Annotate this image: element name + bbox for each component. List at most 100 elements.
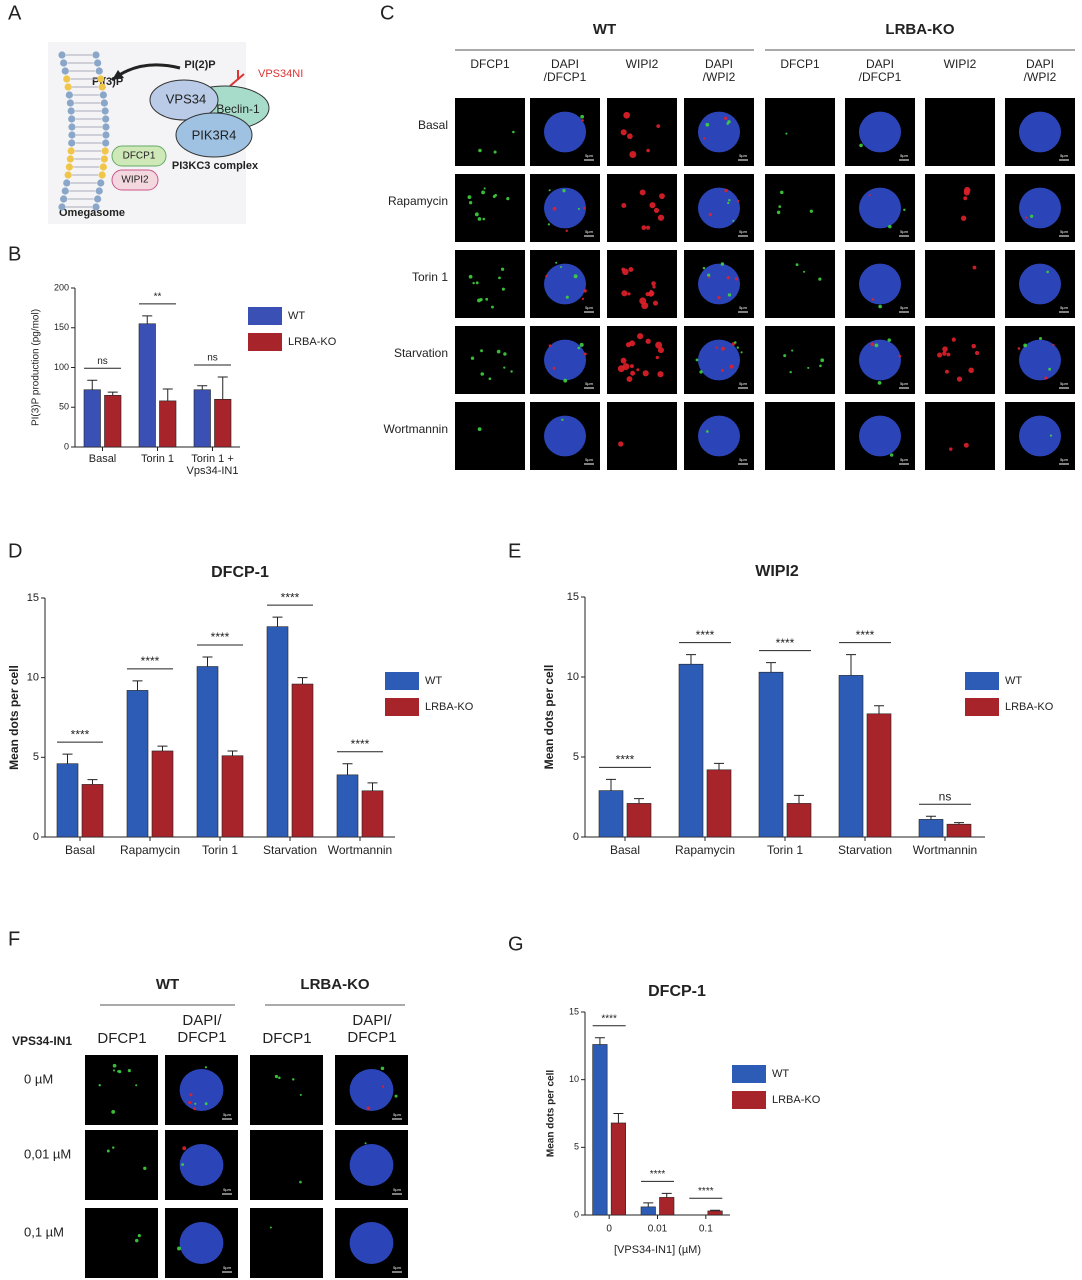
puncta <box>493 150 497 154</box>
puncta <box>474 212 479 217</box>
scale-bar-label: 5µm <box>739 153 748 158</box>
column-header: DAPI /DFCP1 <box>858 58 902 85</box>
puncta <box>380 1066 385 1071</box>
error-bar <box>846 654 856 676</box>
micrograph <box>85 1055 158 1125</box>
nucleus <box>349 1069 394 1111</box>
row-label: Torin 1 <box>412 270 448 284</box>
puncta <box>727 293 732 297</box>
puncta <box>547 223 550 226</box>
nucleus <box>1019 415 1061 457</box>
puncta <box>972 265 977 270</box>
puncta <box>366 1106 371 1111</box>
x-tick-label: 0.01 <box>648 1224 668 1235</box>
diagram-label-box: PI3KC3 complex <box>172 160 258 172</box>
puncta <box>552 366 556 370</box>
puncta <box>496 349 501 354</box>
micrograph <box>765 174 835 242</box>
bar <box>946 823 972 838</box>
significance-label: ns <box>939 789 952 803</box>
lipid <box>100 155 108 163</box>
puncta <box>475 281 479 285</box>
puncta <box>182 1146 187 1151</box>
puncta <box>946 352 951 357</box>
puncta <box>394 1094 398 1098</box>
significance-label: **** <box>71 727 90 741</box>
column-header: DAPI /WPI2 <box>702 58 736 85</box>
nucleus <box>859 263 901 305</box>
puncta <box>705 122 710 127</box>
puncta <box>641 225 647 231</box>
chart-title: DFCP-1 <box>648 983 706 1000</box>
legend-label: LRBA-KO <box>425 701 474 713</box>
error-bar <box>594 1037 605 1045</box>
y-tick-label: 15 <box>27 592 39 604</box>
puncta <box>706 430 709 433</box>
micrograph <box>250 1055 323 1125</box>
legend-swatch <box>965 672 999 690</box>
diagram-label: PIK3R4 <box>192 127 237 142</box>
micrograph <box>765 250 835 318</box>
y-tick-label: 150 <box>54 322 69 332</box>
puncta <box>622 363 630 371</box>
column-header-box: DFCP1 <box>97 1031 146 1047</box>
diagram-label: Beclin-1 <box>216 102 260 116</box>
puncta <box>653 207 660 213</box>
puncta <box>707 273 711 277</box>
puncta <box>657 214 665 221</box>
puncta <box>903 208 906 211</box>
puncta <box>194 1102 197 1105</box>
puncta <box>874 343 879 348</box>
legend-label: LRBA-KO <box>1005 701 1054 713</box>
micrograph <box>607 98 677 166</box>
nucleus <box>544 187 586 229</box>
puncta <box>627 292 631 296</box>
bar <box>83 389 101 448</box>
y-axis-label: PI(3)P production (pg/mol) <box>31 309 42 426</box>
panel-label: A <box>8 2 22 24</box>
puncta <box>1048 367 1052 371</box>
error-bar <box>926 815 936 820</box>
y-tick-label: 200 <box>54 282 69 292</box>
puncta <box>467 195 472 200</box>
lipid <box>95 187 103 195</box>
group-title: LRBA-KO <box>300 976 369 993</box>
puncta <box>629 151 637 158</box>
puncta <box>708 212 713 217</box>
puncta <box>877 380 882 385</box>
x-tick-label: Starvation <box>263 843 317 857</box>
error-bar <box>643 1202 654 1207</box>
bar <box>56 763 79 838</box>
x-tick-label: Torin 1 <box>202 843 238 857</box>
error-bar <box>342 763 353 775</box>
y-tick-label: 0 <box>573 831 579 843</box>
puncta <box>778 205 782 209</box>
lipid <box>64 171 72 179</box>
puncta <box>783 354 787 358</box>
micrograph <box>455 174 525 242</box>
legend-swatch <box>248 307 282 325</box>
legend-swatch <box>248 333 282 351</box>
puncta <box>645 338 651 344</box>
x-tick-label: Torin 1 + Vps34-IN1 <box>186 453 239 478</box>
puncta <box>780 190 784 195</box>
puncta <box>477 427 482 432</box>
scale-bar-label: 5µm <box>393 1187 402 1192</box>
scale-bar-label: 5µm <box>585 381 594 386</box>
puncta <box>583 352 587 356</box>
row-label: Starvation <box>394 346 448 360</box>
lipid <box>101 107 109 115</box>
micrograph <box>607 174 677 242</box>
error-bar <box>227 750 238 756</box>
puncta <box>1017 347 1021 350</box>
error-bar <box>874 705 884 714</box>
puncta <box>577 207 581 210</box>
error-bar <box>794 794 804 804</box>
x-tick-label: Starvation <box>838 843 892 857</box>
puncta <box>776 210 781 215</box>
puncta <box>470 356 475 360</box>
lipid <box>60 59 68 67</box>
error-bar <box>710 1209 721 1211</box>
micrograph <box>765 402 835 470</box>
puncta <box>974 350 980 356</box>
